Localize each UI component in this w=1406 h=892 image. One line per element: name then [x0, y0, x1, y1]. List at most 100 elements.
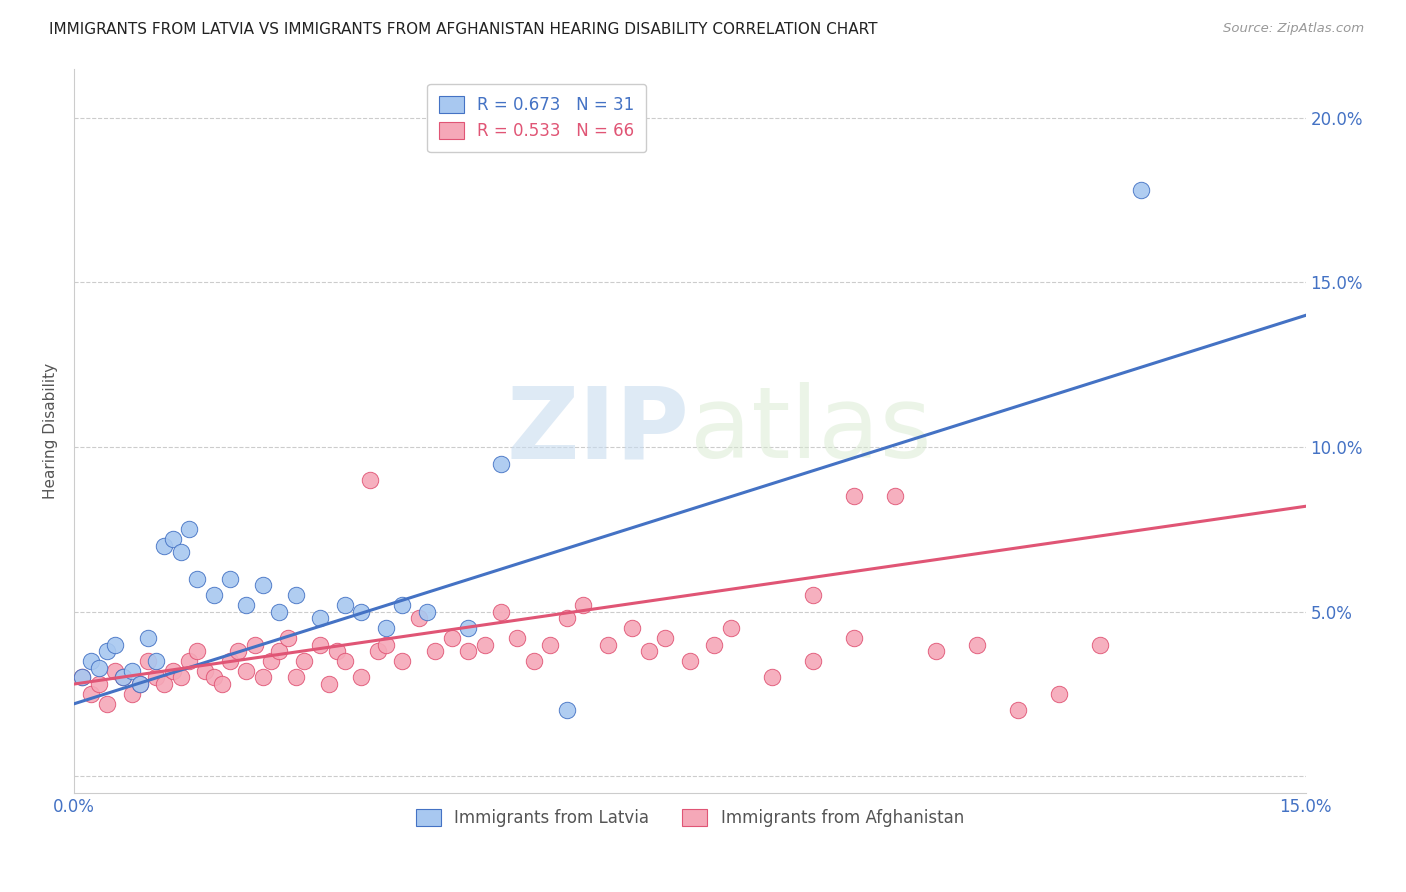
Point	[112, 670, 135, 684]
Point	[621, 621, 644, 635]
Point	[884, 490, 907, 504]
Point	[703, 638, 725, 652]
Point	[104, 638, 127, 652]
Point	[555, 703, 578, 717]
Point	[1130, 183, 1153, 197]
Point	[252, 578, 274, 592]
Point	[440, 631, 463, 645]
Point	[79, 687, 101, 701]
Point	[1007, 703, 1029, 717]
Point	[284, 670, 307, 684]
Text: ZIP: ZIP	[508, 382, 690, 479]
Point	[235, 598, 257, 612]
Point	[211, 677, 233, 691]
Point	[194, 664, 217, 678]
Point	[170, 670, 193, 684]
Point	[1047, 687, 1070, 701]
Point	[391, 598, 413, 612]
Point	[333, 654, 356, 668]
Point	[842, 631, 865, 645]
Point	[309, 638, 332, 652]
Point	[359, 473, 381, 487]
Point	[121, 687, 143, 701]
Point	[96, 644, 118, 658]
Legend: Immigrants from Latvia, Immigrants from Afghanistan: Immigrants from Latvia, Immigrants from …	[408, 800, 973, 835]
Point	[596, 638, 619, 652]
Point	[269, 605, 291, 619]
Y-axis label: Hearing Disability: Hearing Disability	[44, 362, 58, 499]
Point	[292, 654, 315, 668]
Point	[269, 644, 291, 658]
Point	[226, 644, 249, 658]
Point	[260, 654, 283, 668]
Point	[523, 654, 546, 668]
Point	[966, 638, 988, 652]
Point	[326, 644, 349, 658]
Point	[925, 644, 948, 658]
Text: IMMIGRANTS FROM LATVIA VS IMMIGRANTS FROM AFGHANISTAN HEARING DISABILITY CORRELA: IMMIGRANTS FROM LATVIA VS IMMIGRANTS FRO…	[49, 22, 877, 37]
Point	[177, 654, 200, 668]
Point	[425, 644, 447, 658]
Text: atlas: atlas	[690, 382, 931, 479]
Point	[408, 611, 430, 625]
Point	[1090, 638, 1112, 652]
Point	[112, 670, 135, 684]
Point	[506, 631, 529, 645]
Point	[128, 677, 150, 691]
Point	[538, 638, 561, 652]
Point	[391, 654, 413, 668]
Point	[489, 605, 512, 619]
Point	[375, 621, 398, 635]
Point	[219, 572, 242, 586]
Point	[153, 539, 176, 553]
Point	[367, 644, 389, 658]
Point	[72, 670, 94, 684]
Point	[72, 670, 94, 684]
Point	[136, 654, 159, 668]
Point	[243, 638, 266, 652]
Point	[177, 522, 200, 536]
Point	[284, 588, 307, 602]
Point	[637, 644, 659, 658]
Point	[350, 605, 373, 619]
Point	[186, 644, 208, 658]
Point	[277, 631, 299, 645]
Point	[202, 670, 225, 684]
Point	[235, 664, 257, 678]
Point	[121, 664, 143, 678]
Point	[145, 654, 167, 668]
Point	[375, 638, 398, 652]
Point	[170, 545, 193, 559]
Point	[457, 644, 479, 658]
Point	[96, 697, 118, 711]
Point	[186, 572, 208, 586]
Point	[153, 677, 176, 691]
Point	[318, 677, 340, 691]
Point	[104, 664, 127, 678]
Point	[801, 654, 824, 668]
Point	[162, 532, 184, 546]
Point	[309, 611, 332, 625]
Point	[654, 631, 676, 645]
Point	[333, 598, 356, 612]
Point	[555, 611, 578, 625]
Point	[145, 670, 167, 684]
Point	[162, 664, 184, 678]
Point	[457, 621, 479, 635]
Text: Source: ZipAtlas.com: Source: ZipAtlas.com	[1223, 22, 1364, 36]
Point	[416, 605, 439, 619]
Point	[219, 654, 242, 668]
Point	[720, 621, 742, 635]
Point	[252, 670, 274, 684]
Point	[202, 588, 225, 602]
Point	[79, 654, 101, 668]
Point	[87, 660, 110, 674]
Point	[489, 457, 512, 471]
Point	[679, 654, 702, 668]
Point	[87, 677, 110, 691]
Point	[842, 490, 865, 504]
Point	[572, 598, 595, 612]
Point	[761, 670, 783, 684]
Point	[801, 588, 824, 602]
Point	[350, 670, 373, 684]
